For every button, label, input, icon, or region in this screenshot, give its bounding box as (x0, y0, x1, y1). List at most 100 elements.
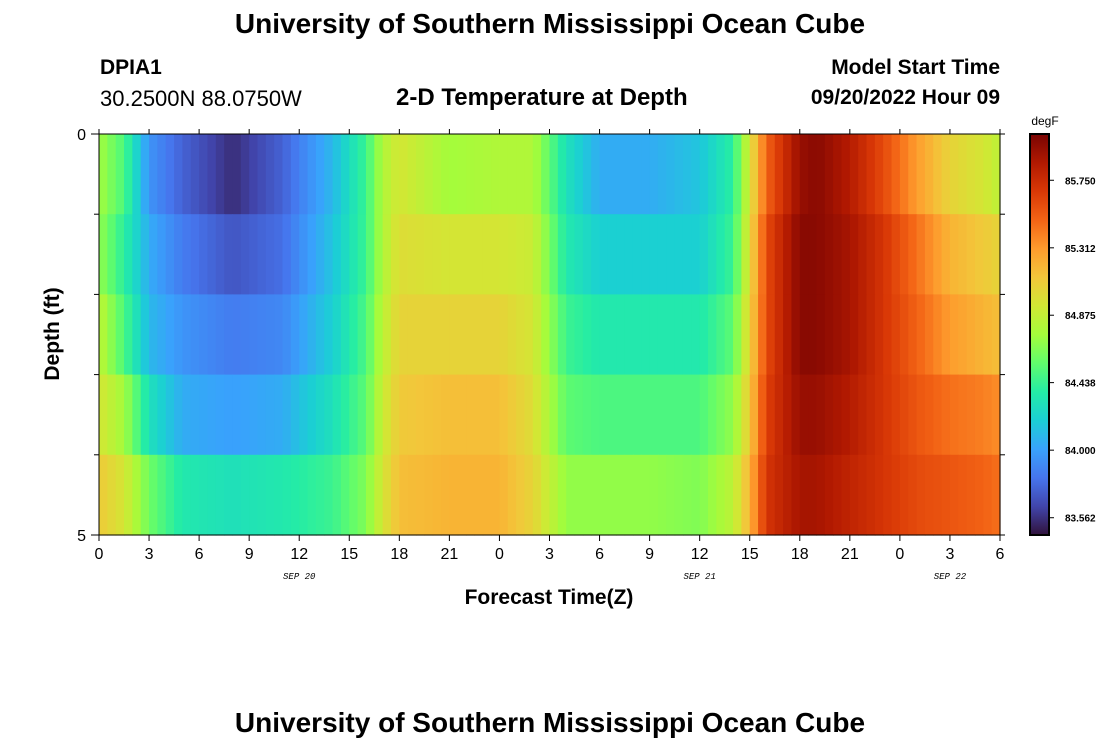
heat-cell (374, 374, 384, 456)
heat-cell (282, 134, 292, 215)
heat-cell (182, 454, 192, 536)
heat-cell (507, 134, 517, 215)
heat-cell (866, 134, 876, 215)
heat-cell (541, 454, 551, 536)
heat-cell (207, 134, 217, 215)
heat-cell (657, 294, 667, 376)
heat-cell (224, 374, 234, 456)
heat-cell (824, 134, 834, 215)
heat-cell (849, 454, 859, 536)
heat-cell (115, 374, 125, 456)
heat-cell (199, 134, 209, 215)
heat-cell (140, 294, 150, 376)
heat-cell (933, 374, 943, 456)
heat-cell (916, 374, 926, 456)
heat-cell (449, 214, 459, 295)
heat-cell (474, 214, 484, 295)
heat-cell (841, 134, 851, 215)
heat-cell (215, 134, 225, 215)
heat-cell (808, 374, 818, 456)
heat-cell (616, 374, 626, 456)
heat-cell (916, 214, 926, 295)
heat-cell (591, 294, 601, 376)
heat-cell (741, 134, 751, 215)
heat-cell (908, 134, 918, 215)
heat-cell (107, 454, 117, 536)
heat-cell (541, 374, 551, 456)
heat-cell (983, 454, 993, 536)
heat-cell (374, 214, 384, 295)
heat-cell (858, 294, 868, 376)
heat-cell (132, 214, 142, 295)
heat-cell (215, 214, 225, 295)
heat-cell (457, 454, 467, 536)
heat-cell (991, 454, 1001, 536)
heat-cell (132, 454, 142, 536)
heat-cell (199, 374, 209, 456)
heat-cell (649, 374, 659, 456)
heat-cell (557, 294, 567, 376)
heat-cell (682, 294, 692, 376)
heat-cell (499, 134, 509, 215)
heat-cell (866, 374, 876, 456)
heat-cell (607, 134, 617, 215)
heat-cell (182, 134, 192, 215)
heat-cell (916, 294, 926, 376)
heat-cell (983, 214, 993, 295)
heat-cell (99, 454, 108, 536)
heat-cell (833, 214, 843, 295)
heat-cell (616, 294, 626, 376)
heat-cell (357, 454, 367, 536)
heat-cell (682, 134, 692, 215)
x-tick-label: 15 (741, 546, 759, 563)
date-labels: SEP 20 SEP 21 SEP 22 (283, 572, 967, 582)
heat-cell (866, 454, 876, 536)
heat-cell (157, 214, 167, 295)
heat-cell (115, 214, 125, 295)
heat-cell (340, 374, 350, 456)
heat-cell (432, 134, 442, 215)
heat-cell (424, 454, 434, 536)
heat-cell (657, 214, 667, 295)
heat-cell (307, 134, 317, 215)
heat-cell (390, 134, 400, 215)
heat-cell (924, 454, 934, 536)
heat-cell (733, 294, 742, 376)
date-label: SEP 21 (683, 572, 715, 582)
heat-cell (290, 134, 300, 215)
heat-cell (432, 214, 442, 295)
heat-cell (582, 294, 592, 376)
heat-cell (165, 134, 175, 215)
heat-cell (215, 454, 225, 536)
heat-cell (182, 294, 192, 376)
heat-cell (716, 214, 726, 295)
heat-cell (274, 374, 284, 456)
heat-cell (232, 294, 242, 376)
x-tick-label: 3 (145, 546, 154, 563)
heat-cell (774, 294, 784, 376)
heat-cell (607, 454, 617, 536)
heat-cell (107, 134, 117, 215)
heat-cell (641, 374, 651, 456)
heat-cell (666, 454, 676, 536)
colorbar-unit: degF (1031, 114, 1058, 128)
heat-cell (716, 454, 726, 536)
heat-cell (616, 134, 626, 215)
heat-cell (324, 214, 334, 295)
heat-cell (733, 134, 742, 215)
heat-cell (949, 214, 959, 295)
heat-cell (666, 294, 676, 376)
heat-cell (365, 454, 375, 536)
heat-cell (891, 134, 901, 215)
heat-cell (99, 214, 108, 295)
heat-cell (958, 294, 968, 376)
heat-cell (407, 374, 417, 456)
heat-cell (891, 214, 901, 295)
heat-cell (891, 454, 901, 536)
heat-cell (599, 134, 609, 215)
chart-title: 2-D Temperature at Depth (396, 84, 688, 111)
heat-cell (441, 294, 450, 376)
heat-cell (507, 294, 517, 376)
heat-cell (849, 294, 859, 376)
heat-cell (774, 214, 784, 295)
